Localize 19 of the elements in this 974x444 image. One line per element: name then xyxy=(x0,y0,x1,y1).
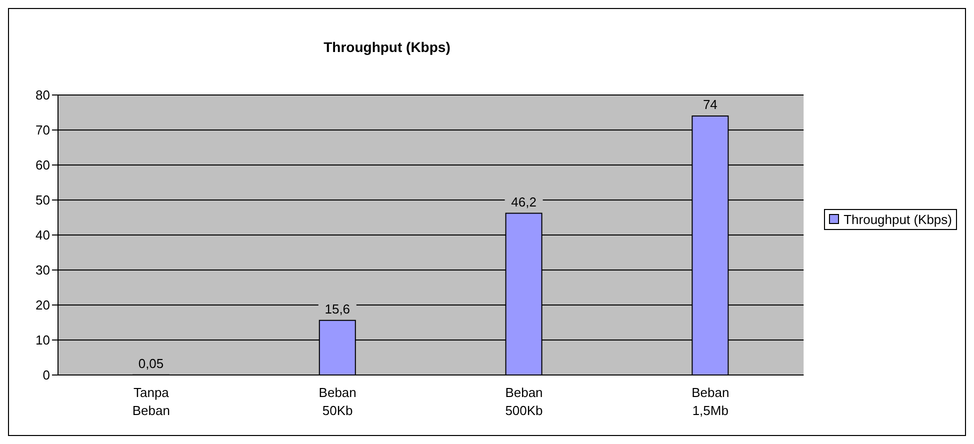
data-label: 0,05 xyxy=(138,356,164,371)
y-tick-label: 20 xyxy=(36,298,50,313)
data-label: 15,6 xyxy=(324,301,350,316)
y-tick-label: 70 xyxy=(36,122,50,138)
x-tick-label: Beban 50Kb xyxy=(318,385,356,418)
data-label: 74 xyxy=(702,97,718,112)
x-tick-label: Beban 500Kb xyxy=(505,385,543,418)
y-tick-label: 40 xyxy=(36,228,50,243)
y-tick-label: 60 xyxy=(36,158,50,173)
chart-title: Throughput (Kbps) xyxy=(322,39,452,55)
y-tick-label: 30 xyxy=(36,262,50,278)
x-tick-label: Tanpa Beban xyxy=(132,385,170,418)
y-tick-label: 0 xyxy=(42,368,50,383)
y-tick-label: 10 xyxy=(36,332,50,348)
y-tick-label: 80 xyxy=(36,88,50,103)
x-tick-label: Beban 1,5Mb xyxy=(692,385,730,418)
data-label: 46,2 xyxy=(511,194,536,210)
y-tick-label: 50 xyxy=(36,192,50,208)
legend-label: Throughput (Kbps) xyxy=(844,212,952,226)
